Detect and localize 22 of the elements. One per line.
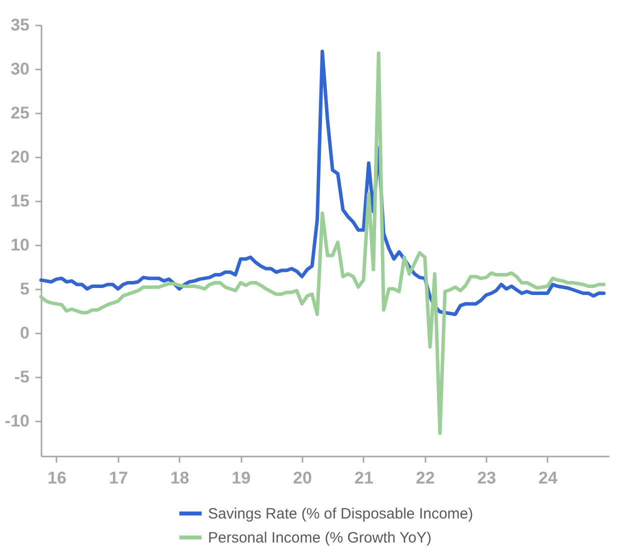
y-tick-label: 10: [10, 235, 30, 254]
y-tick-label: 0: [20, 323, 30, 342]
x-tick-label: 19: [232, 468, 251, 488]
x-tick-label: 21: [354, 468, 374, 488]
y-tick-label: 15: [10, 191, 30, 210]
y-tick-label: 25: [10, 103, 30, 122]
x-tick-label: 23: [477, 468, 496, 488]
y-tick-label: -5: [14, 367, 30, 386]
y-tick-label: 20: [10, 147, 30, 166]
y-tick-label: -10: [4, 411, 30, 430]
x-tick-label: 24: [538, 468, 558, 488]
x-tick-label: 20: [293, 468, 312, 488]
x-tick-label: 18: [170, 468, 190, 488]
y-tick-label: 5: [20, 279, 30, 298]
x-tick-label: 16: [48, 468, 66, 488]
line-series: [39, 51, 606, 435]
y-tick-label: 30: [10, 59, 30, 78]
x-tick-label: 17: [109, 468, 128, 488]
legend-label: Savings Rate (% of Disposable Income): [208, 506, 474, 522]
legend-label: Personal Income (% Growth YoY): [208, 530, 432, 546]
x-tick-label: 22: [416, 468, 435, 488]
y-tick-label: 35: [10, 16, 30, 34]
